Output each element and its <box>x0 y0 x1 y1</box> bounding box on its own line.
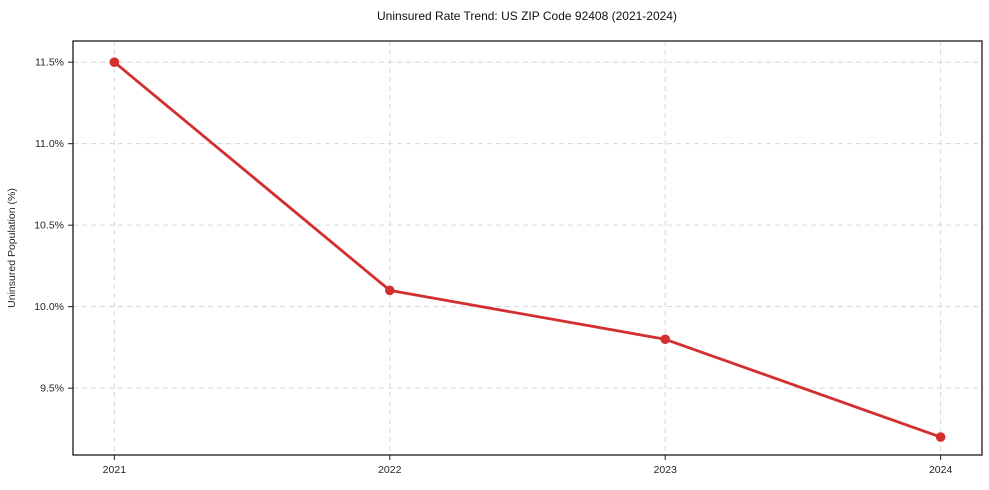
plot-frame <box>72 40 983 456</box>
data-point <box>384 285 395 296</box>
x-tick-label: 2021 <box>103 464 127 476</box>
x-tick-label: 2022 <box>378 464 402 476</box>
x-tick-label: 2024 <box>929 464 953 476</box>
data-point <box>109 57 120 67</box>
data-point <box>660 334 671 345</box>
gridlines <box>73 41 982 455</box>
chart-title: Uninsured Rate Trend: US ZIP Code 92408 … <box>377 9 677 23</box>
y-axis-label: Uninsured Population (%) <box>6 188 18 308</box>
axis-ticks <box>68 61 942 460</box>
y-tick-label: 10.5% <box>34 220 64 232</box>
trend-line <box>112 60 943 439</box>
axis-tick-labels: 9.5% 10.0% 10.5% 11.0% 11.5% 2021 2022 2023 2024 <box>34 57 952 476</box>
data-point <box>935 432 946 442</box>
x-tick-label: 2023 <box>654 464 678 476</box>
y-tick-label: 11.0% <box>35 138 64 150</box>
plot-border <box>72 40 983 456</box>
y-tick-label: 9.5% <box>40 383 64 395</box>
y-tick-label: 10.0% <box>34 301 64 313</box>
y-tick-label: 11.5% <box>35 57 64 69</box>
data-series <box>109 57 946 442</box>
